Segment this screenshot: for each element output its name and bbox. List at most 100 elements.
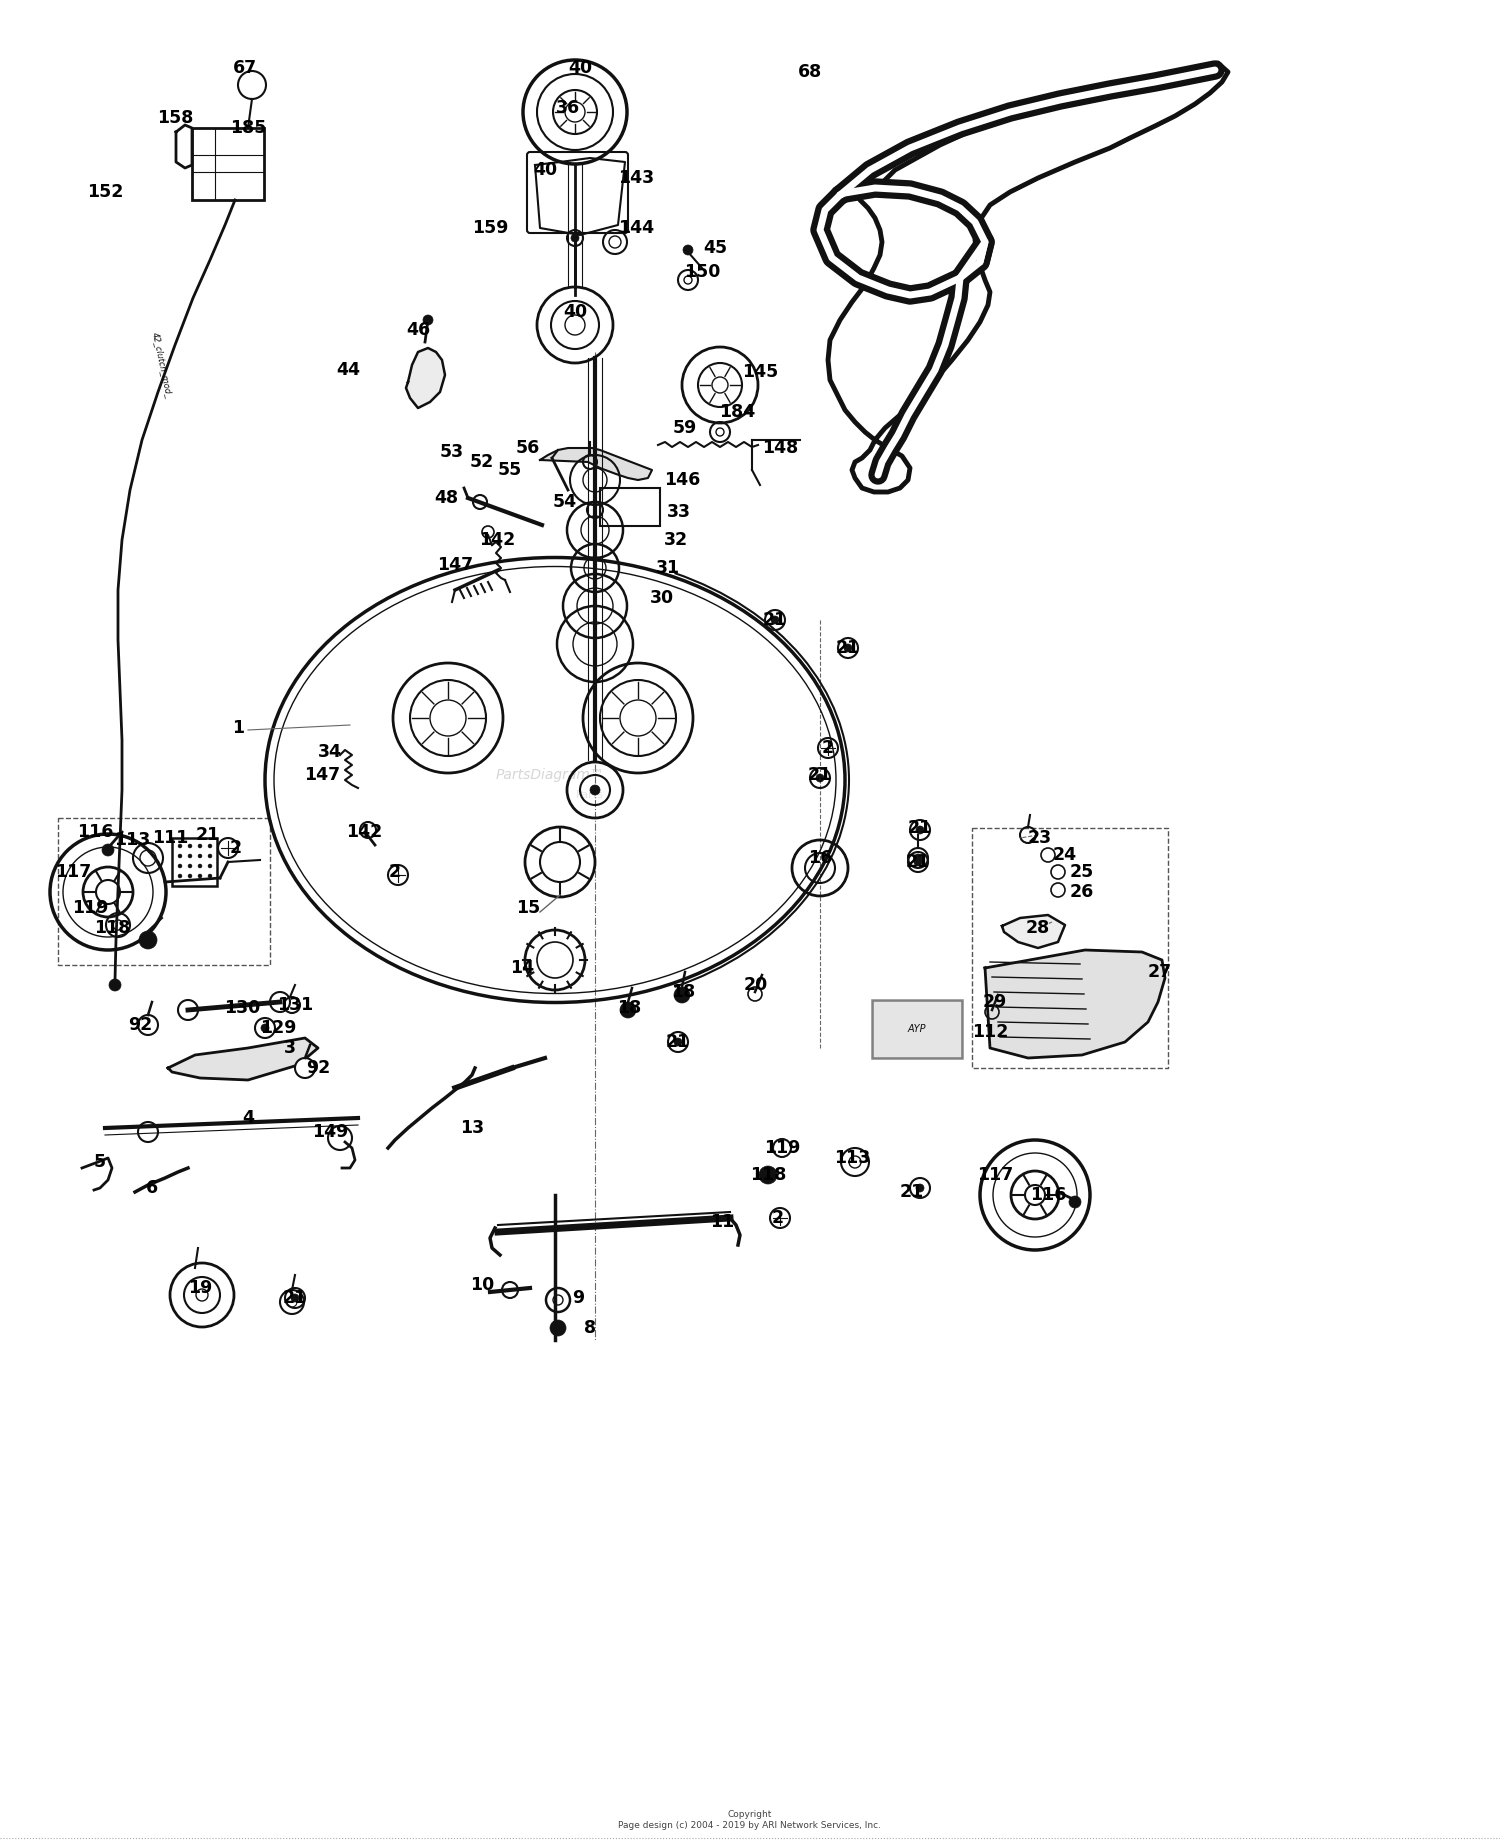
Circle shape <box>572 234 579 241</box>
Text: 24: 24 <box>1053 846 1077 864</box>
Circle shape <box>188 874 192 877</box>
Circle shape <box>198 874 202 877</box>
Text: 21: 21 <box>906 853 930 872</box>
Text: AYP: AYP <box>908 1025 926 1034</box>
Circle shape <box>178 853 182 859</box>
Circle shape <box>771 616 778 625</box>
Text: 6: 6 <box>146 1180 158 1196</box>
Text: 42_clutch_mod_: 42_clutch_mod_ <box>150 332 174 398</box>
Circle shape <box>550 1320 566 1336</box>
Text: 2: 2 <box>772 1209 784 1227</box>
Circle shape <box>261 1025 268 1032</box>
Circle shape <box>620 1003 636 1017</box>
Circle shape <box>759 1167 777 1183</box>
Text: 30: 30 <box>650 590 674 606</box>
Text: 148: 148 <box>762 439 798 457</box>
Text: 113: 113 <box>114 831 150 850</box>
Text: 11: 11 <box>710 1213 734 1231</box>
Circle shape <box>674 1038 682 1047</box>
Text: 31: 31 <box>656 558 680 577</box>
Text: 142: 142 <box>478 531 514 549</box>
Text: 33: 33 <box>668 503 692 522</box>
Text: 40: 40 <box>568 59 592 77</box>
Text: 144: 144 <box>618 219 654 238</box>
Circle shape <box>238 72 266 100</box>
Text: 40: 40 <box>532 160 556 179</box>
Circle shape <box>914 859 922 866</box>
Polygon shape <box>168 1038 318 1080</box>
Text: 20: 20 <box>744 977 768 993</box>
Circle shape <box>138 1015 158 1036</box>
FancyBboxPatch shape <box>871 1001 962 1058</box>
Text: 116: 116 <box>1030 1187 1066 1203</box>
Text: 158: 158 <box>158 109 194 127</box>
Text: 16: 16 <box>808 850 832 866</box>
Text: 68: 68 <box>798 63 822 81</box>
Text: 111: 111 <box>152 829 188 848</box>
Text: 130: 130 <box>224 999 260 1017</box>
Text: Parts: Parts <box>576 791 604 800</box>
Circle shape <box>916 1183 924 1192</box>
Text: 21: 21 <box>908 818 932 837</box>
Text: 23: 23 <box>1028 829 1051 848</box>
Text: 117: 117 <box>56 863 92 881</box>
Text: 21: 21 <box>836 640 860 656</box>
Circle shape <box>590 785 600 794</box>
Circle shape <box>682 245 693 254</box>
Circle shape <box>209 864 212 868</box>
Circle shape <box>674 988 690 1003</box>
Text: 54: 54 <box>554 492 578 511</box>
Text: 147: 147 <box>304 767 340 783</box>
Text: 18: 18 <box>670 982 694 1001</box>
Text: 185: 185 <box>230 120 266 136</box>
Text: 92: 92 <box>128 1015 152 1034</box>
Text: 184: 184 <box>718 404 754 420</box>
Text: 3: 3 <box>284 1039 296 1058</box>
Text: 52: 52 <box>470 453 494 472</box>
Text: 112: 112 <box>972 1023 1008 1041</box>
Circle shape <box>198 853 202 859</box>
Text: 21: 21 <box>900 1183 924 1202</box>
Text: 44: 44 <box>336 361 360 380</box>
Polygon shape <box>540 448 652 479</box>
Text: 26: 26 <box>1070 883 1094 901</box>
Text: 146: 146 <box>664 472 700 488</box>
Polygon shape <box>1002 914 1065 947</box>
Text: 129: 129 <box>260 1019 296 1038</box>
Text: 4: 4 <box>242 1109 254 1128</box>
Text: 56: 56 <box>516 439 540 457</box>
Text: 149: 149 <box>312 1122 348 1141</box>
Text: 36: 36 <box>556 100 580 116</box>
Text: 59: 59 <box>674 418 698 437</box>
Text: 8: 8 <box>584 1320 596 1336</box>
Text: 159: 159 <box>472 219 508 238</box>
Text: 15: 15 <box>516 899 540 918</box>
Text: 48: 48 <box>433 488 457 507</box>
Circle shape <box>844 643 852 652</box>
Text: 18: 18 <box>616 999 640 1017</box>
Circle shape <box>178 844 182 848</box>
Text: 10: 10 <box>470 1275 494 1294</box>
Circle shape <box>209 844 212 848</box>
Text: 13: 13 <box>460 1119 484 1137</box>
Text: 34: 34 <box>318 743 342 761</box>
Circle shape <box>423 315 433 324</box>
Text: 118: 118 <box>94 920 130 936</box>
Polygon shape <box>986 949 1166 1058</box>
Text: 2: 2 <box>822 739 834 757</box>
Text: 2: 2 <box>230 839 242 857</box>
Text: 142: 142 <box>346 824 382 840</box>
Text: 113: 113 <box>834 1148 870 1167</box>
Text: 28: 28 <box>1026 920 1050 936</box>
Text: 118: 118 <box>750 1167 786 1183</box>
Text: Copyright
Page design (c) 2004 - 2019 by ARI Network Services, Inc.: Copyright Page design (c) 2004 - 2019 by… <box>618 1810 882 1830</box>
Circle shape <box>178 874 182 877</box>
Circle shape <box>178 864 182 868</box>
Circle shape <box>914 853 922 863</box>
Text: 14: 14 <box>510 958 534 977</box>
Text: 147: 147 <box>436 557 472 573</box>
Text: 119: 119 <box>764 1139 800 1157</box>
Text: 45: 45 <box>704 240 728 256</box>
Text: 1: 1 <box>232 719 244 737</box>
Text: 143: 143 <box>618 170 654 186</box>
